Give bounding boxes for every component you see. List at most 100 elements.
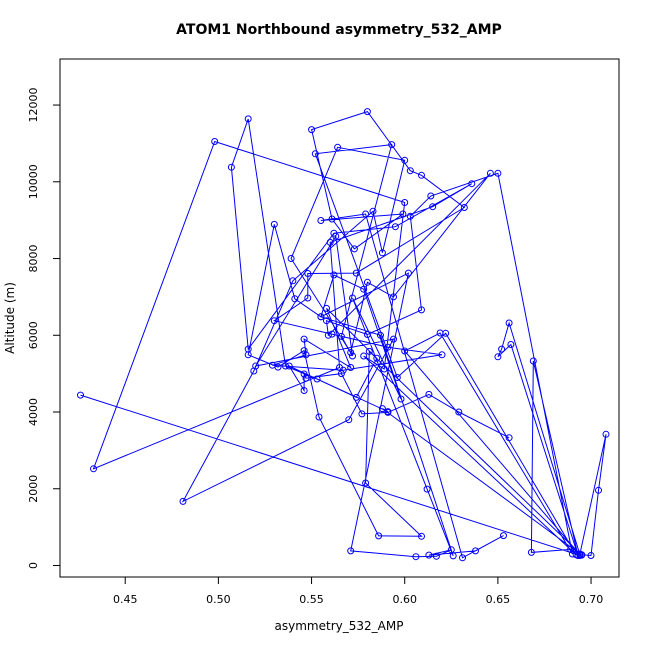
data-point (352, 269, 360, 277)
data-point (289, 277, 297, 285)
data-point (328, 330, 336, 338)
data-point (578, 551, 586, 559)
data-point (304, 270, 312, 277)
data-point (380, 365, 388, 373)
x-tick-label: 0.70 (579, 593, 604, 606)
data-point (362, 479, 370, 487)
data-point (358, 410, 366, 418)
data-point (468, 180, 476, 188)
data-point (505, 319, 513, 327)
data-point (378, 405, 386, 413)
data-point (347, 547, 355, 555)
data-point (302, 351, 310, 359)
data-point (432, 552, 440, 560)
data-point (363, 108, 371, 116)
data-point (418, 171, 425, 179)
data-point (300, 387, 308, 394)
data-point (287, 255, 295, 262)
data-point (390, 335, 397, 343)
data-point (447, 546, 455, 554)
data-point (587, 552, 595, 559)
data-point (347, 364, 355, 371)
data-point (494, 169, 502, 177)
series-layer (77, 108, 610, 562)
data-point (363, 331, 371, 338)
data-point (449, 552, 457, 560)
data-point (429, 203, 437, 211)
data-point (252, 362, 260, 370)
data-point (302, 374, 310, 382)
x-tick-label: 0.60 (392, 593, 417, 606)
data-point (363, 278, 371, 286)
data-point (401, 199, 409, 206)
data-point (337, 332, 345, 340)
chart-title: ATOM1 Northbound asymmetry_532_AMP (176, 22, 502, 38)
y-tick-label: 10000 (27, 164, 40, 199)
data-point (360, 285, 368, 293)
data-point (486, 169, 494, 177)
data-point (425, 390, 433, 398)
data-point (568, 550, 576, 558)
data-point (401, 156, 409, 164)
data-point (270, 317, 278, 325)
data-point (369, 207, 377, 215)
data-point (360, 352, 368, 360)
x-tick-label: 0.65 (486, 593, 511, 606)
y-tick-label: 12000 (27, 88, 40, 123)
data-point (324, 331, 332, 339)
data-point (438, 351, 446, 359)
data-point (334, 143, 342, 151)
x-axis-label: asymmetry_532_AMP (275, 619, 404, 633)
data-point (337, 370, 345, 378)
data-point (211, 138, 219, 145)
data-point (459, 554, 466, 562)
data-point (388, 141, 396, 149)
data-point (397, 395, 405, 403)
data-point (244, 351, 252, 359)
data-point (393, 374, 401, 381)
data-point (270, 220, 278, 228)
data-point (567, 545, 575, 553)
data-point (401, 347, 409, 355)
data-point (282, 362, 289, 370)
data-point (317, 313, 325, 321)
y-tick-label: 2000 (27, 475, 40, 503)
y-axis-label: Altitude (m) (3, 282, 17, 354)
data-point (384, 408, 392, 416)
data-point (507, 341, 515, 348)
series-line (80, 111, 607, 559)
data-point (349, 352, 356, 360)
data-point (425, 551, 433, 559)
data-point (418, 532, 425, 540)
data-point (308, 126, 316, 134)
data-point (595, 486, 602, 494)
data-point (602, 430, 610, 438)
data-point (300, 335, 308, 343)
data-point (442, 329, 450, 337)
data-point (268, 361, 276, 369)
data-point (375, 532, 383, 540)
data-point (427, 192, 435, 200)
data-point (311, 150, 319, 158)
data-point (323, 304, 330, 312)
data-point (300, 347, 308, 355)
data-point (373, 354, 381, 362)
data-point (77, 391, 84, 399)
y-tick-label: 8000 (27, 245, 40, 273)
data-point (378, 249, 386, 257)
data-point (529, 357, 537, 365)
data-point (350, 245, 358, 253)
y-tick-label: 4000 (27, 398, 40, 426)
data-point (90, 465, 97, 473)
data-point (365, 347, 373, 355)
data-point (291, 295, 299, 303)
data-point (527, 548, 535, 556)
data-point (304, 294, 312, 302)
data-point (362, 210, 370, 218)
data-point (330, 229, 338, 237)
data-point (328, 215, 336, 223)
x-tick-label: 0.50 (206, 593, 231, 606)
data-point (455, 408, 463, 416)
data-point (412, 553, 420, 561)
